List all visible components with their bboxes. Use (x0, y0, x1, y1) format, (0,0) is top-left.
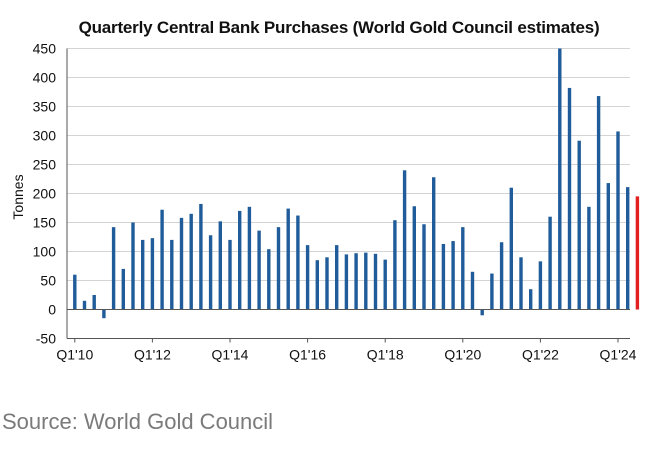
bar-q3-13 (208, 235, 213, 310)
bar-q3-23 (596, 96, 601, 310)
bar-q1-22 (538, 261, 543, 310)
x-tick-label: Q1'22 (522, 347, 559, 363)
bar-q3-22 (558, 48, 562, 310)
bar-q2-22 (548, 216, 552, 310)
bar-q1-13 (189, 213, 193, 310)
bar-q2-10 (82, 300, 87, 310)
bar-q3-11 (131, 222, 135, 310)
bar-q2-17 (354, 253, 358, 310)
x-tick-label: Q1'16 (289, 347, 326, 363)
y-tick-label: -50 (36, 331, 56, 347)
y-tick-label: 0 (48, 302, 56, 318)
bar-q1-15 (267, 249, 271, 310)
bar-q4-13 (218, 221, 222, 310)
bar-q3-21 (519, 257, 523, 310)
bar-q3-20 (480, 309, 484, 316)
bar-q4-23 (606, 183, 610, 310)
bar-q2-14 (238, 210, 242, 310)
y-tick-label: 150 (33, 215, 57, 231)
y-tick-label: 100 (33, 244, 57, 260)
bar-q2-13 (199, 203, 203, 310)
x-tick-label: Q1'24 (600, 347, 637, 363)
bar-q4-16 (335, 245, 339, 310)
chart-title: Quarterly Central Bank Purchases (World … (78, 18, 600, 37)
bar-q3-24 (635, 196, 640, 310)
source-note: Source: World Gold Council (2, 409, 274, 434)
bars (73, 48, 640, 319)
bar-q2-16 (315, 260, 319, 310)
bar-q4-19 (451, 241, 455, 310)
bar-q2-19 (432, 177, 436, 310)
x-tick-labels: Q1'10 Q1'12 Q1'14 Q1'16 Q1'18 Q1'20 Q1'22 Q1'24 (56, 347, 636, 363)
bar-q3-19 (441, 243, 446, 310)
bar-q2-21 (509, 187, 513, 310)
bar-q2-12 (160, 209, 164, 310)
y-tick-label: 250 (33, 157, 57, 173)
bar-q1-11 (111, 227, 116, 310)
bar-q1-14 (228, 239, 232, 310)
x-tick-label: Q1'18 (367, 347, 404, 363)
bar-q1-17 (344, 254, 349, 310)
bar-q1-23 (577, 140, 581, 310)
y-tick-label: 400 (33, 70, 57, 86)
y-tick-label: 350 (33, 99, 57, 115)
y-tick-label: 300 (33, 128, 57, 144)
bar-q3-14 (247, 206, 252, 310)
bar-q3-16 (325, 257, 329, 310)
bar-q2-20 (470, 271, 475, 310)
x-tick-label: Q1'12 (134, 347, 171, 363)
bar-q1-18 (383, 259, 387, 310)
bar-q1-16 (305, 245, 310, 310)
bar-q1-19 (422, 224, 426, 310)
bar-q1-21 (499, 242, 504, 310)
bar-q2-23 (587, 206, 591, 310)
y-tick-label: 200 (33, 186, 57, 202)
bar-q2-18 (393, 220, 397, 310)
bar-q3-18 (402, 170, 407, 310)
bar-q2-15 (276, 227, 281, 310)
y-tick-label: 50 (40, 273, 56, 289)
bar-q4-14 (257, 230, 261, 310)
bar-q3-17 (364, 252, 368, 310)
bar-q4-18 (412, 206, 416, 310)
x-tick-label: Q1'10 (56, 347, 93, 363)
axes (66, 48, 630, 343)
bar-q4-21 (529, 289, 533, 310)
bar-q4-15 (296, 215, 300, 310)
x-tick-label: Q1'14 (212, 347, 249, 363)
bar-q4-22 (567, 87, 572, 310)
y-tick-label: 450 (33, 41, 57, 57)
y-tick-labels: -50 0 50 100 150 200 250 300 350 400 450 (33, 41, 57, 347)
bar-q1-24 (616, 131, 620, 310)
y-axis-label: Tonnes (10, 174, 26, 219)
bar-q4-20 (490, 273, 494, 310)
bar-q3-15 (286, 208, 290, 310)
bar-q4-17 (373, 253, 378, 310)
bar-q2-24 (626, 187, 630, 310)
bar-q1-10 (73, 274, 77, 310)
bar-q1-20 (461, 227, 465, 310)
bar-q4-11 (141, 239, 145, 310)
bar-q3-10 (92, 295, 96, 310)
bar-q3-12 (170, 239, 174, 310)
bar-q2-11 (121, 268, 125, 310)
bar-q4-12 (179, 217, 184, 310)
x-tick-label: Q1'20 (444, 347, 481, 363)
bar-q1-12 (150, 238, 155, 310)
bar-q4-10 (102, 309, 106, 319)
